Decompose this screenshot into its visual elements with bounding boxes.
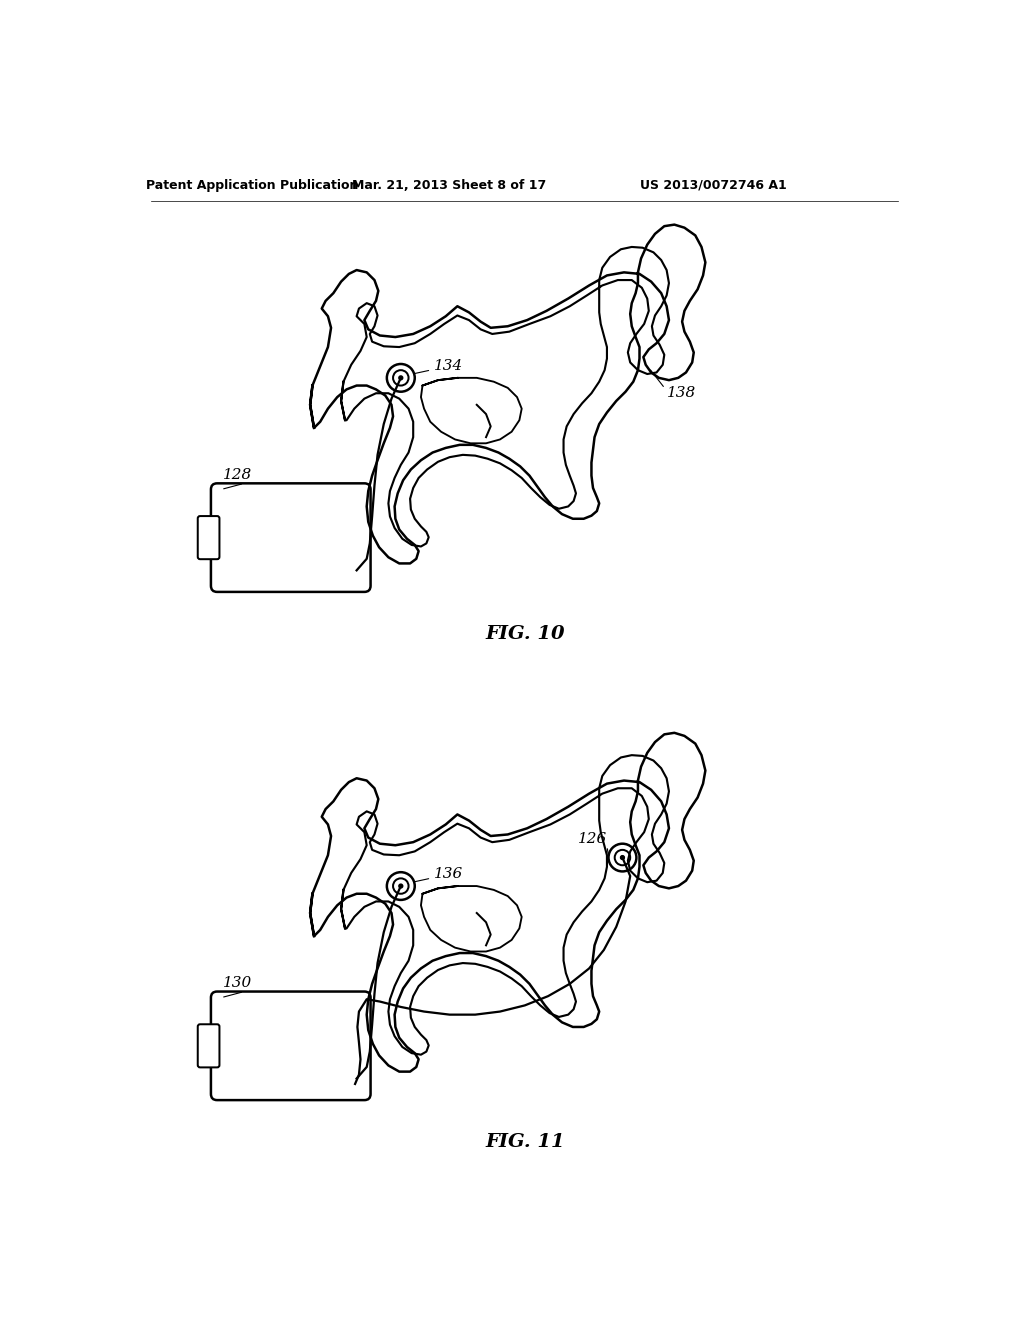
- Text: 134: 134: [415, 359, 464, 374]
- Text: 126: 126: [578, 832, 607, 846]
- Circle shape: [387, 873, 415, 900]
- Text: FIG. 10: FIG. 10: [485, 626, 564, 643]
- Text: Patent Application Publication: Patent Application Publication: [145, 178, 358, 191]
- Text: US 2013/0072746 A1: US 2013/0072746 A1: [640, 178, 786, 191]
- FancyBboxPatch shape: [211, 991, 371, 1100]
- Text: 138: 138: [667, 387, 696, 400]
- Circle shape: [621, 855, 625, 859]
- FancyBboxPatch shape: [211, 483, 371, 591]
- Circle shape: [608, 843, 636, 871]
- Text: 128: 128: [222, 467, 252, 482]
- Circle shape: [387, 364, 415, 392]
- FancyBboxPatch shape: [198, 516, 219, 560]
- Text: 136: 136: [415, 867, 464, 882]
- Circle shape: [399, 376, 402, 380]
- Text: FIG. 11: FIG. 11: [485, 1134, 564, 1151]
- Text: 130: 130: [222, 975, 252, 990]
- FancyBboxPatch shape: [198, 1024, 219, 1068]
- Text: Mar. 21, 2013 Sheet 8 of 17: Mar. 21, 2013 Sheet 8 of 17: [352, 178, 547, 191]
- Circle shape: [399, 884, 402, 888]
